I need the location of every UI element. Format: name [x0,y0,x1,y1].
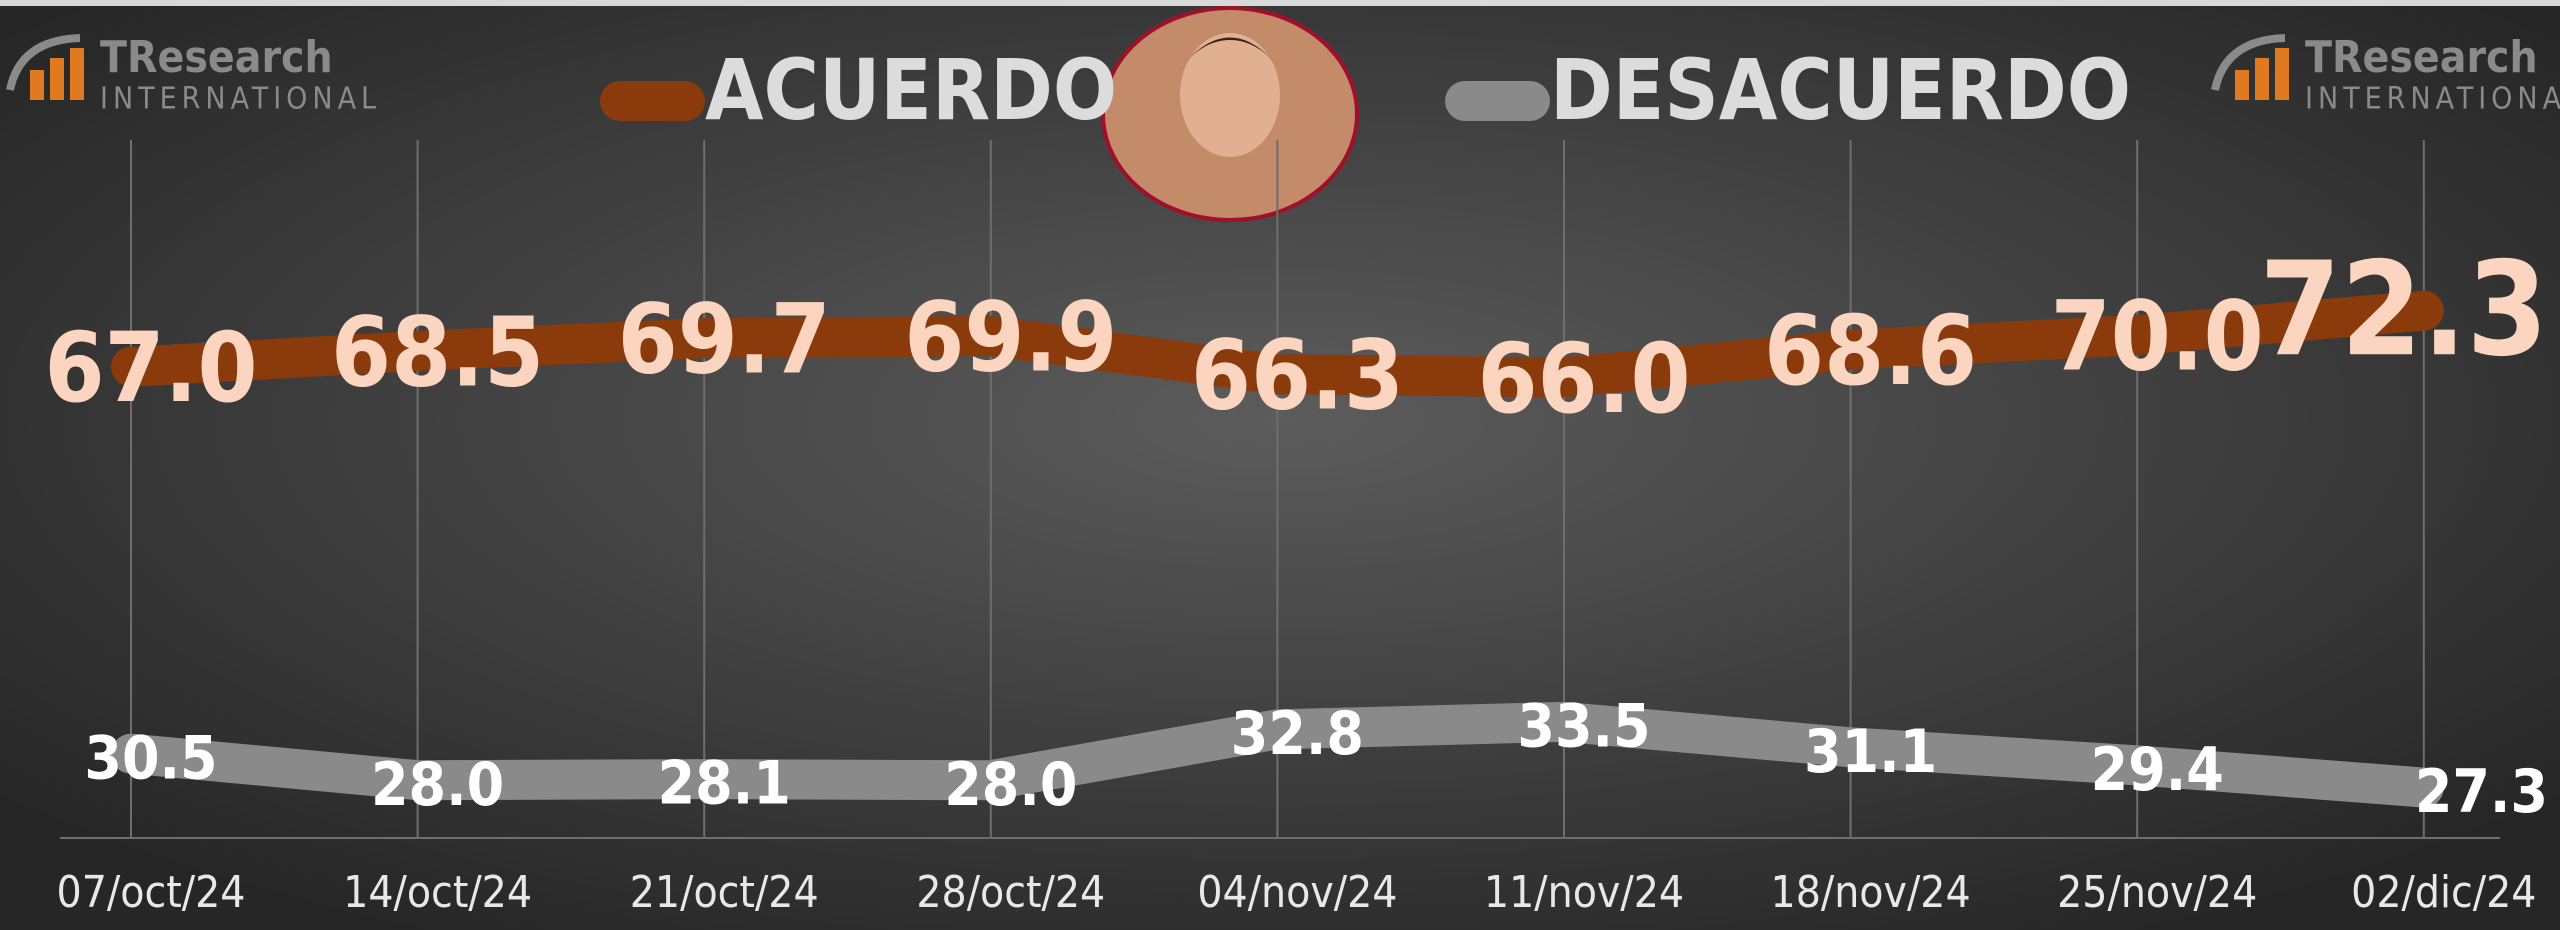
data-label: 28.0 [371,750,504,820]
logo-subtitle: INTERNATIONAL [2305,82,2560,117]
data-label: 72.3 [2259,233,2548,385]
data-label: 66.3 [1191,320,1404,432]
logo-right: TResearch INTERNATIONAL [2211,32,2560,117]
x-tick-label: 28/oct/24 [916,867,1105,918]
data-label: 67.0 [44,312,257,424]
x-tick-label: 07/oct/24 [57,867,246,918]
logo-icon [2235,70,2249,100]
data-label: 29.4 [2091,735,2224,805]
data-label: 70.0 [2051,280,2264,392]
data-label: 31.1 [1804,717,1937,787]
x-tick-label: 11/nov/24 [1484,867,1684,918]
logo-name: TResearch [2305,32,2538,83]
top-strip [0,0,2560,6]
data-label: 69.7 [618,284,831,396]
logo-icon [70,48,84,100]
data-label: 66.0 [1477,323,1690,435]
x-tick-label: 21/oct/24 [630,867,819,918]
data-label: 32.8 [1231,699,1364,769]
logo-left: TResearch INTERNATIONAL [6,32,381,117]
logo-arc [2211,34,2286,91]
logo-icon [2255,58,2269,100]
series-line [111,701,2444,808]
data-label: 68.6 [1764,295,1977,407]
data-label: 28.0 [944,750,1077,820]
data-label: 69.9 [904,281,1117,393]
x-tick-label: 04/nov/24 [1197,867,1397,918]
data-label: 30.5 [84,723,217,793]
data-label: 68.5 [331,296,544,408]
x-tick-label: 25/nov/24 [2057,867,2257,918]
logo-name: TResearch [100,32,333,83]
logo-icon [30,70,44,100]
series-line [111,290,2444,398]
data-label: 33.5 [1517,691,1650,761]
data-label: 27.3 [2415,757,2548,827]
legend-label: ACUERDO [705,41,1117,139]
data-label: 28.1 [658,749,791,819]
x-tick-label: 18/nov/24 [1771,867,1971,918]
logo-icon [50,58,64,100]
logo-subtitle: INTERNATIONAL [100,82,381,117]
logo-icon [2275,48,2289,100]
x-tick-label: 14/oct/24 [343,867,532,918]
portrait-hair [1175,37,1285,75]
logo-arc [6,34,81,91]
legend-label: DESACUERDO [1550,41,2131,139]
x-tick-label: 02/dic/24 [2351,867,2536,918]
portrait-face [1180,33,1280,157]
